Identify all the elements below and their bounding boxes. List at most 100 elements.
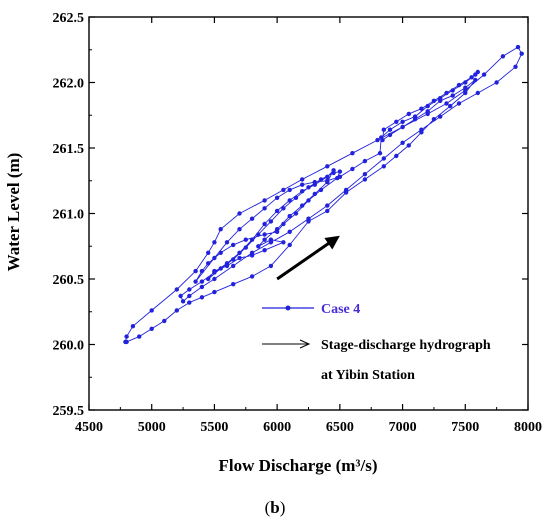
data-point [262, 221, 267, 227]
data-point [377, 151, 383, 156]
data-point [237, 211, 242, 216]
data-point [256, 244, 261, 249]
data-point [400, 119, 405, 125]
data-point [463, 85, 468, 90]
data-point [243, 245, 248, 250]
data-point [300, 182, 305, 187]
data-point [337, 174, 343, 179]
data-point [199, 279, 205, 284]
data-point [180, 299, 186, 304]
data-point [481, 72, 487, 77]
data-point [249, 253, 255, 258]
data-point [293, 211, 299, 216]
data-point [475, 69, 480, 75]
x-tick-label: 8000 [514, 420, 542, 435]
data-point [425, 109, 430, 114]
data-point [406, 143, 411, 148]
data-point [287, 229, 292, 234]
x-tick-label: 5500 [200, 420, 228, 435]
data-point [212, 268, 217, 274]
data-point [325, 178, 330, 183]
data-point [187, 293, 192, 299]
legend-case-label: Case 4 [321, 302, 360, 317]
data-point [448, 103, 453, 109]
trend-arrow-shaft [276, 238, 335, 281]
data-point [456, 101, 462, 106]
data-point [287, 242, 292, 248]
data-point [224, 263, 230, 269]
data-point [249, 216, 255, 221]
data-point [519, 51, 524, 56]
data-point [331, 170, 336, 176]
data-point [318, 187, 324, 193]
data-point [149, 308, 154, 313]
data-point [268, 237, 274, 242]
data-point [375, 137, 380, 143]
data-point [406, 111, 411, 117]
y-tick-label: 260.5 [53, 273, 85, 288]
data-point [362, 158, 368, 164]
y-tick-label: 259.5 [53, 404, 85, 419]
data-point [262, 198, 267, 203]
data-point [463, 90, 468, 96]
data-point [400, 124, 405, 130]
data-point [425, 103, 430, 109]
x-tick-label: 4500 [75, 420, 103, 435]
data-point [515, 44, 521, 50]
data-point [137, 334, 142, 339]
panel-label: (b) [265, 498, 286, 517]
data-point [237, 255, 242, 261]
x-tick-label: 6500 [326, 420, 354, 435]
data-point [206, 250, 211, 255]
data-point [381, 127, 386, 132]
axis-layer: 4500 5000 5500 6000 6500 7000 7500 8000 259.5 260… [53, 11, 543, 435]
data-point [199, 268, 205, 274]
x-tick-label: 7000 [389, 420, 417, 435]
data-point [274, 195, 280, 200]
data-point [149, 326, 154, 331]
data-point [231, 282, 236, 287]
data-point [243, 237, 248, 242]
legend-arrow-head [299, 339, 311, 349]
data-point [293, 195, 299, 200]
data-point [262, 237, 267, 242]
data-point [325, 203, 330, 208]
data-point [281, 221, 286, 227]
data-point [262, 248, 267, 253]
data-point [450, 93, 455, 98]
data-point [218, 250, 223, 255]
data-point [380, 137, 385, 143]
legend-case-marker [285, 305, 291, 311]
data-point [300, 189, 305, 194]
data-point [362, 177, 368, 182]
data-point [350, 166, 355, 172]
data-point [381, 156, 386, 161]
data-point [500, 54, 506, 59]
data-point [337, 169, 343, 174]
trend-arrow-head [324, 235, 340, 250]
data-point [444, 90, 449, 96]
data-point [306, 219, 311, 224]
data-point [281, 240, 286, 245]
data-point [431, 117, 437, 122]
data-point [300, 203, 305, 208]
data-point [199, 295, 205, 300]
data-point [274, 229, 280, 234]
x-axis-title: Flow Discharge (m³/s) [218, 456, 377, 475]
data-point [231, 263, 236, 269]
data-point [174, 287, 179, 292]
data-point [287, 187, 292, 193]
data-point [162, 318, 167, 324]
data-point [218, 227, 223, 232]
y-tick-label: 262.5 [53, 11, 85, 26]
data-point [473, 77, 478, 83]
data-point [456, 82, 462, 88]
data-point [249, 274, 255, 279]
data-point [287, 198, 292, 203]
data-point [199, 284, 205, 290]
data-point [362, 172, 368, 177]
data-point [212, 289, 217, 295]
data-point [312, 179, 317, 185]
data-point [343, 190, 349, 195]
